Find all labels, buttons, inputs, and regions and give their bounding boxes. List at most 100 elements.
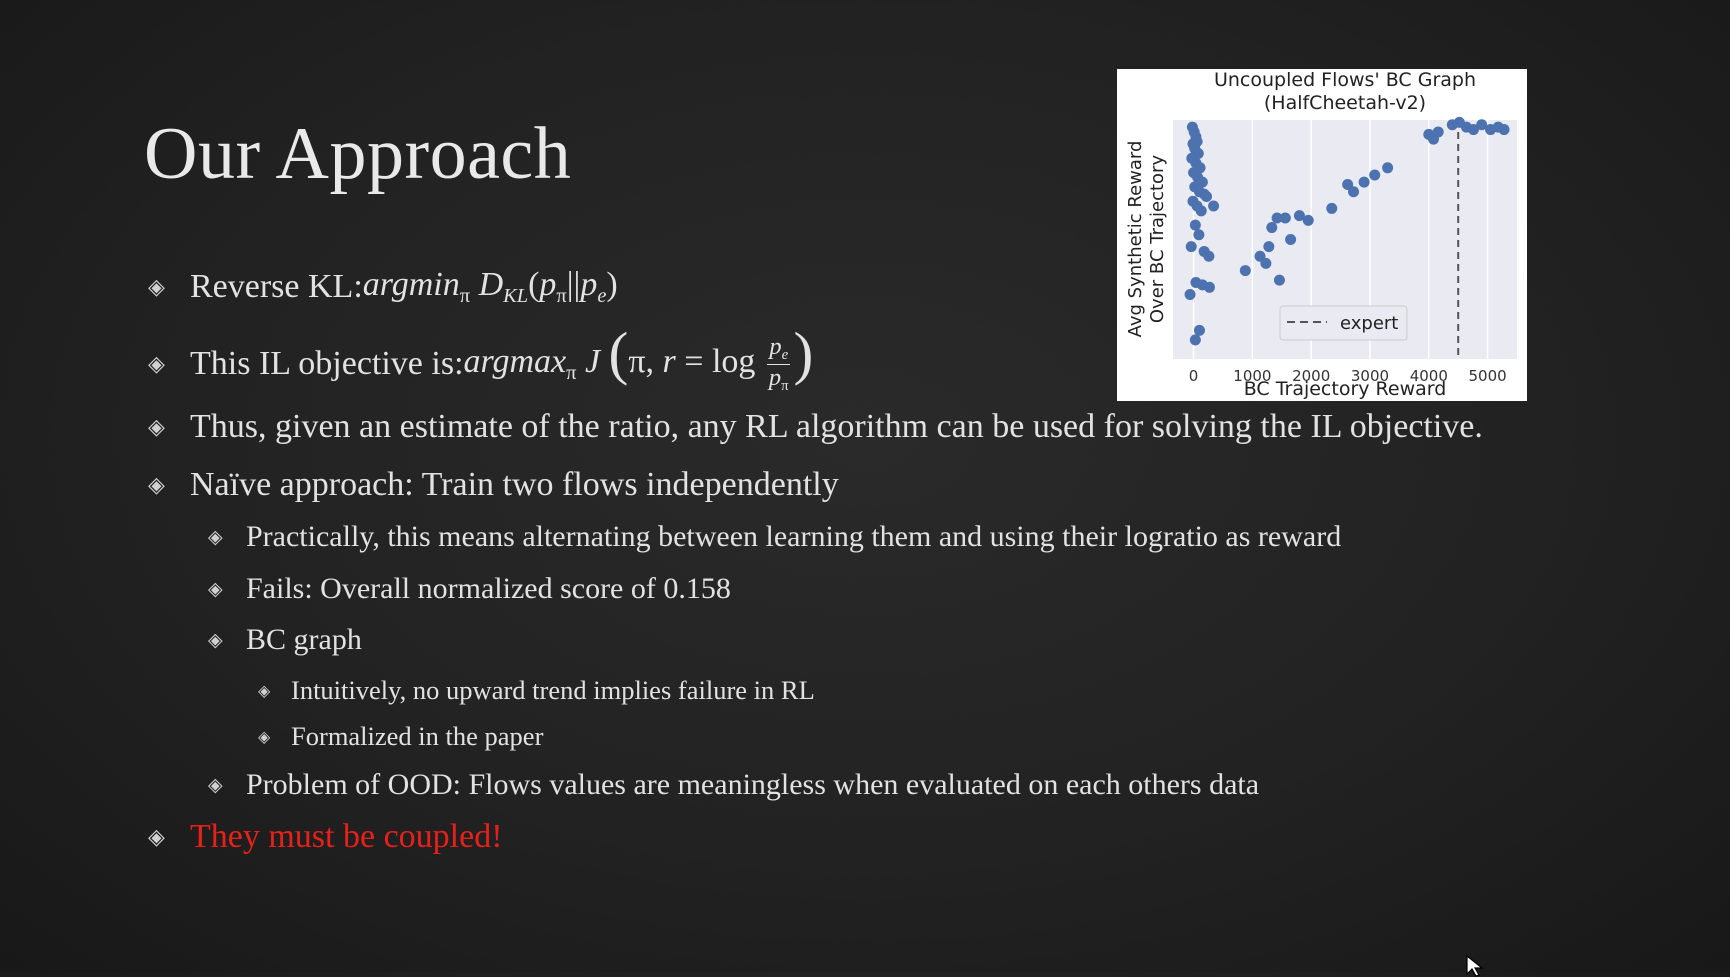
data-point <box>1382 162 1394 174</box>
bullet-label: This IL objective is: <box>190 345 464 383</box>
bullet-diamond-icon: ◈ <box>208 578 223 600</box>
equals-log: = log <box>675 342 756 380</box>
data-point <box>1326 202 1338 214</box>
fraction-denominator: pπ <box>767 363 791 395</box>
y-axis-label: Avg Synthetic RewardOver BC Trajectory <box>1125 141 1168 338</box>
bullet-diamond-icon: ◈ <box>148 274 165 300</box>
bullet-text-highlight: They must be coupled! <box>190 818 503 855</box>
data-point <box>1432 126 1444 138</box>
bullet-text: Naïve approach: Train two flows independ… <box>190 466 839 503</box>
chart-subtitle: (HalfCheetah-v2) <box>1264 92 1426 114</box>
data-point <box>1203 250 1215 262</box>
pi-subscript: π <box>556 285 567 308</box>
x-tick-labels: 0 1000 2000 3000 4000 5000 <box>1189 367 1507 385</box>
kl-subscript: KL <box>503 285 529 308</box>
bullet-practically: ◈ Practically, this means alternating be… <box>208 520 1341 554</box>
x-axis-label: BC Trajectory Reward <box>1244 378 1447 400</box>
legend-label: expert <box>1340 313 1398 334</box>
r-symbol: r <box>662 342 676 380</box>
data-point <box>1193 229 1205 241</box>
argmin-symbol: argmin <box>362 266 460 303</box>
data-point <box>1358 176 1370 188</box>
e-subscript: e <box>781 347 789 364</box>
argmax-symbol: argmax <box>463 342 567 380</box>
j-symbol: J <box>584 342 601 380</box>
fraction-numerator: pe <box>767 333 791 365</box>
bullet-text: Formalized in the paper <box>291 721 544 751</box>
p-symbol: p <box>580 266 598 303</box>
open-paren: ( <box>528 266 540 303</box>
data-point <box>1263 241 1275 253</box>
bullet-diamond-icon: ◈ <box>258 727 271 746</box>
data-point <box>1271 212 1283 224</box>
bullet-ood: ◈ Problem of OOD: Flows values are meani… <box>208 768 1259 802</box>
bc-graph-chart: 0 1000 2000 3000 4000 5000 expert Uncoupled F… <box>1117 69 1527 401</box>
data-point <box>1189 334 1201 346</box>
data-point <box>1189 219 1201 231</box>
divergence-bars: || <box>566 266 581 303</box>
bullet-text: Intuitively, no upward trend implies fai… <box>291 675 815 705</box>
pi-subscript: π <box>459 285 471 308</box>
y-axis-label-line: Over BC Trajectory <box>1147 155 1168 324</box>
data-point <box>1195 205 1207 217</box>
p-symbol: p <box>539 266 557 303</box>
x-tick-label: 2000 <box>1292 367 1330 385</box>
bullet-formalized: ◈ Formalized in the paper <box>258 721 543 752</box>
bullet-diamond-icon: ◈ <box>148 414 165 440</box>
bullet-diamond-icon: ◈ <box>148 472 165 498</box>
x-tick-label: 3000 <box>1351 367 1389 385</box>
bullet-text: Practically, this means alternating betw… <box>246 520 1342 553</box>
bullet-text: Fails: Overall normalized score of 0.158 <box>246 572 731 605</box>
bullet-intuitively: ◈ Intuitively, no upward trend implies f… <box>258 675 815 706</box>
bullet-text: BC graph <box>246 623 362 656</box>
bullet-diamond-icon: ◈ <box>208 774 223 796</box>
bullet-text: Problem of OOD: Flows values are meaning… <box>246 768 1260 801</box>
bullet-diamond-icon: ◈ <box>258 681 271 700</box>
bullet-diamond-icon: ◈ <box>208 526 223 548</box>
bullet-coupled: ◈ They must be coupled! <box>148 818 503 856</box>
bullet-naive-approach: ◈ Naïve approach: Train two flows indepe… <box>148 466 839 504</box>
data-point <box>1185 241 1197 253</box>
bc-graph-svg: 0 1000 2000 3000 4000 5000 expert Uncoupled F… <box>1125 69 1517 400</box>
data-points <box>1184 116 1510 346</box>
bullet-diamond-icon: ◈ <box>148 824 165 850</box>
data-point <box>1279 212 1291 224</box>
x-tick-label: 1000 <box>1233 367 1271 385</box>
p-symbol: p <box>769 333 782 360</box>
chart-title: Uncoupled Flows' BC Graph <box>1214 69 1476 91</box>
data-point <box>1239 265 1251 277</box>
data-point <box>1302 214 1314 226</box>
p-symbol: p <box>768 363 782 391</box>
mouse-cursor-icon <box>1466 955 1484 977</box>
data-point <box>1293 210 1305 222</box>
bullet-reverse-kl: ◈ Reverse KL: argminπ DKL(pπ||pe) <box>148 266 618 308</box>
data-point <box>1193 324 1205 336</box>
big-close-paren: ) <box>793 320 814 387</box>
data-point <box>1467 124 1479 136</box>
data-point <box>1273 274 1285 286</box>
x-tick-label: 4000 <box>1410 367 1448 385</box>
bullet-thus: ◈ Thus, given an estimate of the ratio, … <box>148 408 1483 446</box>
data-point <box>1369 169 1381 181</box>
bullet-diamond-icon: ◈ <box>148 351 165 377</box>
bullet-text: Thus, given an estimate of the ratio, an… <box>190 408 1483 445</box>
data-point <box>1203 281 1215 293</box>
data-point <box>1498 124 1510 136</box>
d-symbol: D <box>478 266 504 303</box>
legend: expert <box>1279 305 1408 341</box>
x-tick-label: 5000 <box>1469 367 1507 385</box>
ratio-fraction: pe pπ <box>767 334 791 394</box>
bullet-bc-graph: ◈ BC graph <box>208 623 362 657</box>
pi-subscript: π <box>566 361 577 384</box>
y-axis-label-line: Avg Synthetic Reward <box>1125 141 1146 338</box>
close-paren: ) <box>606 266 618 303</box>
bullet-label: Reverse KL: <box>190 268 363 306</box>
data-point <box>1208 200 1220 212</box>
e-subscript: e <box>597 285 607 308</box>
big-open-paren: ( <box>608 320 629 387</box>
legend-box <box>1279 305 1408 341</box>
pi-subscript: π <box>781 377 789 394</box>
bullet-il-objective: ◈ This IL objective is: argmaxπ J (π, r … <box>148 323 813 394</box>
data-point <box>1476 119 1488 131</box>
